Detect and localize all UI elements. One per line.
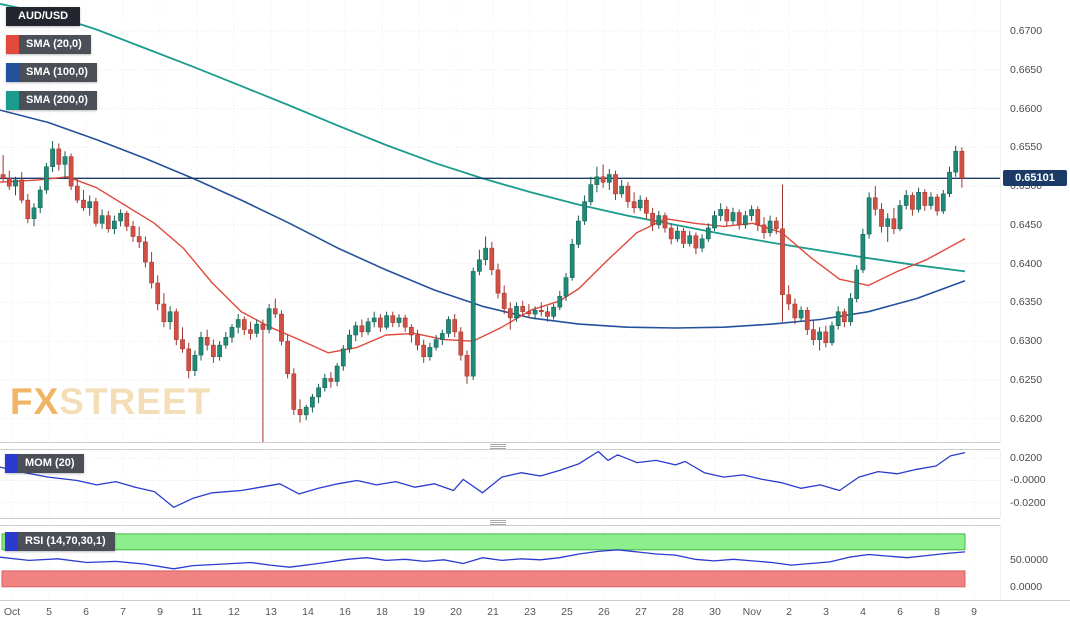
x-axis-label: 14 [302, 606, 314, 618]
x-axis-label: Nov [742, 606, 762, 618]
panel-divider[interactable] [0, 442, 1000, 450]
x-axis-label: 8 [934, 606, 940, 618]
momentum-plot-svg [0, 450, 1000, 518]
symbol-chip[interactable]: AUD/USD [6, 7, 81, 26]
rsi-axis-label: 50.0000 [1010, 554, 1048, 566]
mom-chip[interactable]: MOM (20) [5, 454, 84, 473]
time-axis[interactable]: Oct 5 6 7 9 11 12 13 14 16 18 19 20 21 23 25 26 27 28 30 Nov… [0, 600, 1000, 623]
sma100-swatch-icon [6, 63, 19, 82]
x-axis-label: 9 [157, 606, 163, 618]
price-axis-label: 0.6450 [1010, 219, 1043, 231]
x-axis-label: 30 [709, 606, 721, 618]
price-axis-label: 0.6700 [1010, 25, 1043, 37]
mom-axis-label: -0.0000 [1010, 474, 1046, 486]
divider-grip-icon[interactable] [490, 522, 506, 523]
x-axis-label: 9 [971, 606, 977, 618]
x-axis-label: 11 [191, 606, 203, 618]
mom-swatch-icon [5, 454, 18, 473]
x-axis-label: Oct [3, 606, 21, 618]
price-axis-label: 0.6300 [1010, 335, 1043, 347]
sma20-swatch-icon [6, 35, 19, 54]
sma200-chip[interactable]: SMA (200,0) [6, 91, 97, 110]
x-axis-label: 21 [487, 606, 499, 618]
x-axis-label: 27 [635, 606, 647, 618]
mom-axis-label: 0.0200 [1010, 452, 1043, 464]
price-axis-label: 0.6600 [1010, 103, 1043, 115]
price-axis-label: 0.6400 [1010, 258, 1043, 270]
price-axis-label: 0.6200 [1010, 413, 1043, 425]
sma100-chip[interactable]: SMA (100,0) [6, 63, 97, 82]
x-axis-label: 19 [413, 606, 425, 618]
x-axis-label: 5 [46, 606, 52, 618]
sma100-label: SMA (100,0) [19, 63, 97, 82]
price-plot-svg [0, 0, 1000, 442]
x-axis-label: 4 [860, 606, 866, 618]
divider-grip-icon[interactable] [490, 446, 506, 447]
sma200-swatch-icon [6, 91, 19, 110]
x-axis-label: 25 [561, 606, 573, 618]
price-axis-label: 0.6650 [1010, 64, 1043, 76]
mom-label: MOM (20) [18, 454, 84, 473]
legend: AUD/USD SMA (20,0) SMA (100,0) SMA (200,… [6, 7, 97, 110]
mom-axis-label: -0.0200 [1010, 497, 1046, 509]
x-axis-label: 20 [450, 606, 462, 618]
momentum-axis[interactable]: 0.0200 -0.0000 -0.0200 [1000, 450, 1070, 518]
x-axis-label: 16 [339, 606, 351, 618]
price-axis-label: 0.6350 [1010, 296, 1043, 308]
axis-corner [1000, 600, 1070, 623]
price-axis-label: 0.6550 [1010, 141, 1043, 153]
x-axis-label: 28 [672, 606, 684, 618]
x-axis-label: 23 [524, 606, 536, 618]
price-panel[interactable]: AUD/USD SMA (20,0) SMA (100,0) SMA (200,… [0, 0, 1000, 442]
rsi-axis-label: 0.0000 [1010, 581, 1043, 593]
x-axis-label: 6 [83, 606, 89, 618]
rsi-swatch-icon [5, 532, 18, 551]
x-axis-label: 3 [823, 606, 829, 618]
sma200-label: SMA (200,0) [19, 91, 97, 110]
rsi-chip[interactable]: RSI (14,70,30,1) [5, 532, 115, 551]
current-price-badge: 0.65101 [1003, 170, 1067, 186]
x-axis-label: 26 [598, 606, 610, 618]
momentum-panel[interactable]: MOM (20) [0, 450, 1000, 518]
rsi-plot-svg [0, 526, 975, 600]
sma20-chip[interactable]: SMA (20,0) [6, 35, 91, 54]
symbol-label: AUD/USD [6, 7, 81, 26]
x-axis-label: 7 [120, 606, 126, 618]
x-axis-label: 13 [265, 606, 277, 618]
price-axis[interactable]: 0.65101 0.6700 0.6650 0.6600 0.6550 0.6500 0.… [1000, 0, 1070, 442]
x-axis-label: 2 [786, 606, 792, 618]
price-axis-label: 0.6250 [1010, 374, 1043, 386]
x-axis-label: 6 [897, 606, 903, 618]
x-axis-label: 12 [228, 606, 240, 618]
rsi-panel[interactable]: RSI (14,70,30,1) [0, 526, 1000, 600]
x-axis-label: 18 [376, 606, 388, 618]
rsi-axis[interactable]: 50.0000 0.0000 [1000, 526, 1070, 600]
rsi-label: RSI (14,70,30,1) [18, 532, 115, 551]
sma20-label: SMA (20,0) [19, 35, 91, 54]
panel-divider[interactable] [0, 518, 1000, 526]
